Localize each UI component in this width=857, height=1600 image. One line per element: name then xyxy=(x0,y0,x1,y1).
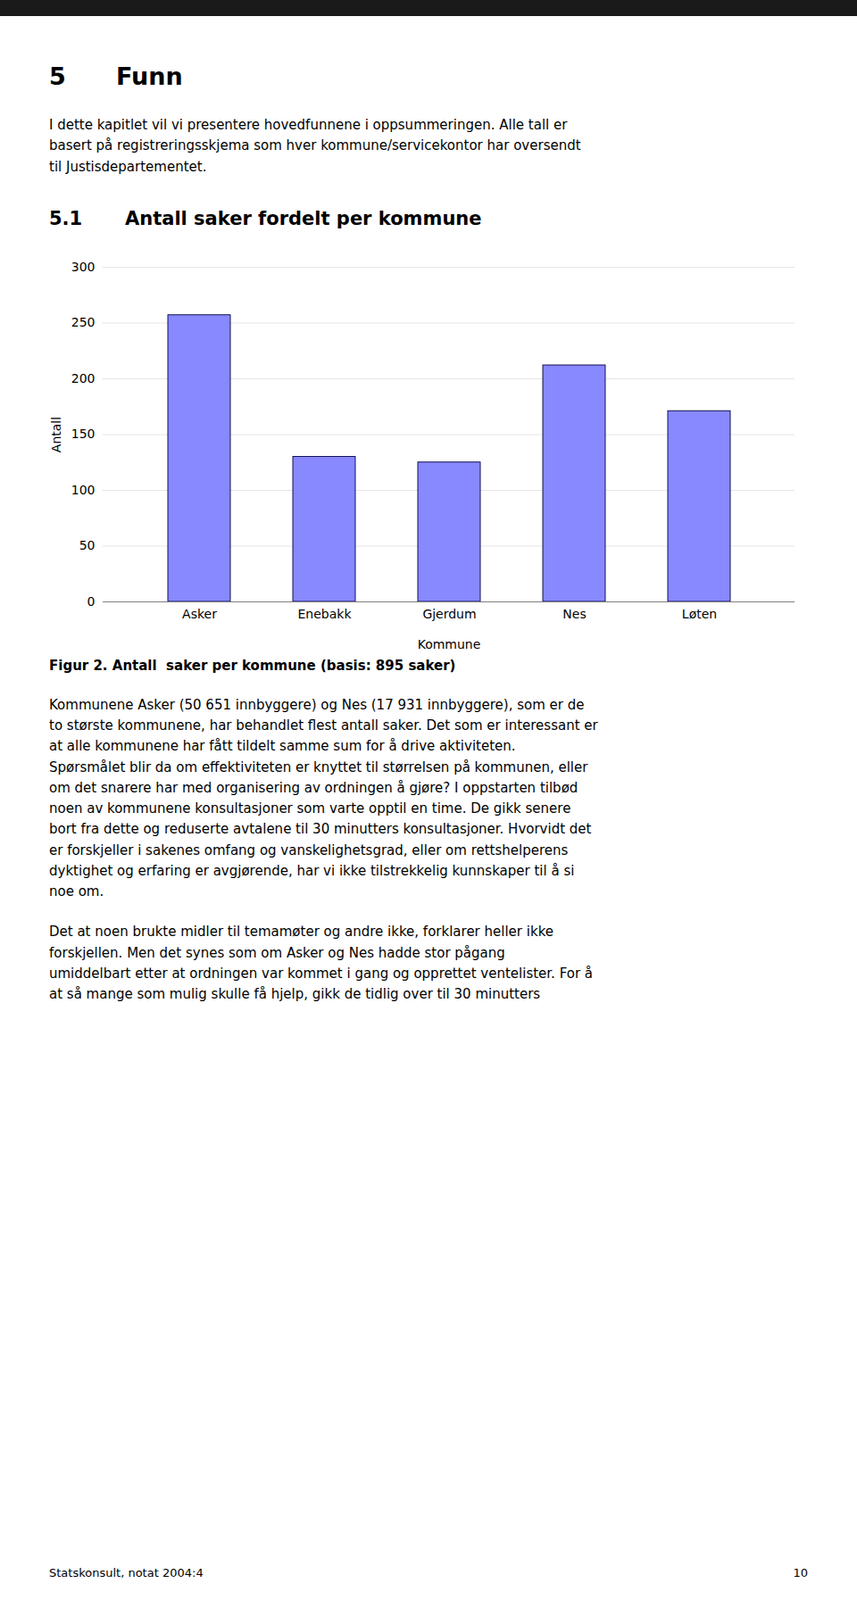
svg-text:Antall: Antall xyxy=(49,416,64,453)
html-text:Funn: Funn xyxy=(116,62,183,91)
html-text:Det at noen brukte midler til: Det at noen brukte midler til temamøter … xyxy=(49,924,593,1003)
svg-text:300: 300 xyxy=(71,259,96,275)
svg-text:Enebakk: Enebakk xyxy=(297,607,352,622)
svg-text:Løten: Løten xyxy=(682,607,717,622)
svg-text:Kommune: Kommune xyxy=(417,636,482,651)
svg-text:150: 150 xyxy=(71,426,96,441)
html-text:Figur 2. Antall saker per komm: Figur 2. Antall saker per kommune (basis… xyxy=(49,657,456,674)
svg-text:0: 0 xyxy=(87,594,96,609)
html-text:5: 5 xyxy=(49,62,66,91)
svg-text:250: 250 xyxy=(71,315,96,330)
svg-text:100: 100 xyxy=(71,482,96,498)
svg-text:50: 50 xyxy=(79,538,96,553)
svg-text:Asker: Asker xyxy=(182,607,217,622)
html-text:Kommunene Asker (50 651 innbyg: Kommunene Asker (50 651 innbyggere) og N… xyxy=(49,697,598,900)
svg-text:Gjerdum: Gjerdum xyxy=(422,607,476,622)
html-text:10: 10 xyxy=(793,1566,808,1581)
html-text:Statskonsult, notat 2004:4: Statskonsult, notat 2004:4 xyxy=(49,1566,204,1581)
html-text:I dette kapitlet vil vi presen: I dette kapitlet vil vi presentere hoved… xyxy=(49,116,581,175)
html-text:Antall saker fordelt per kommu: Antall saker fordelt per kommune xyxy=(124,207,482,230)
svg-text:200: 200 xyxy=(71,371,96,386)
svg-text:Nes: Nes xyxy=(562,607,586,622)
html-text:5.1: 5.1 xyxy=(49,207,83,230)
